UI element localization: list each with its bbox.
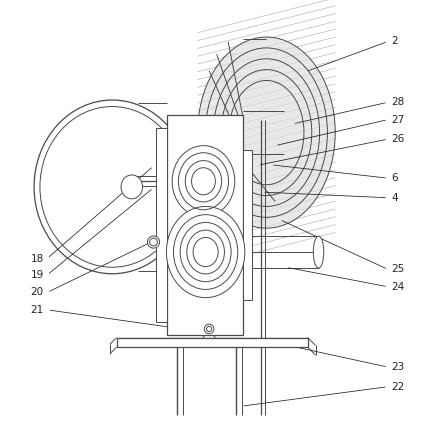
- Text: 24: 24: [392, 282, 405, 292]
- Bar: [156, 128, 167, 322]
- Ellipse shape: [198, 37, 335, 228]
- Bar: [243, 150, 252, 300]
- Text: 21: 21: [30, 305, 44, 315]
- Ellipse shape: [121, 175, 143, 199]
- Ellipse shape: [314, 236, 324, 268]
- Text: 4: 4: [392, 193, 398, 203]
- Text: 28: 28: [392, 97, 405, 107]
- Text: 27: 27: [392, 115, 405, 124]
- Text: 22: 22: [392, 382, 405, 392]
- Text: 2: 2: [392, 37, 398, 46]
- Text: 25: 25: [392, 264, 405, 274]
- Text: 26: 26: [392, 134, 405, 144]
- Bar: [166, 115, 243, 334]
- Text: 19: 19: [30, 270, 44, 280]
- Ellipse shape: [148, 236, 160, 248]
- Ellipse shape: [198, 37, 335, 228]
- Ellipse shape: [166, 206, 245, 297]
- Text: 6: 6: [392, 173, 398, 183]
- Bar: [116, 338, 308, 347]
- Text: 18: 18: [30, 254, 44, 264]
- Ellipse shape: [172, 146, 235, 217]
- Text: 20: 20: [30, 287, 44, 297]
- Text: 23: 23: [392, 362, 405, 372]
